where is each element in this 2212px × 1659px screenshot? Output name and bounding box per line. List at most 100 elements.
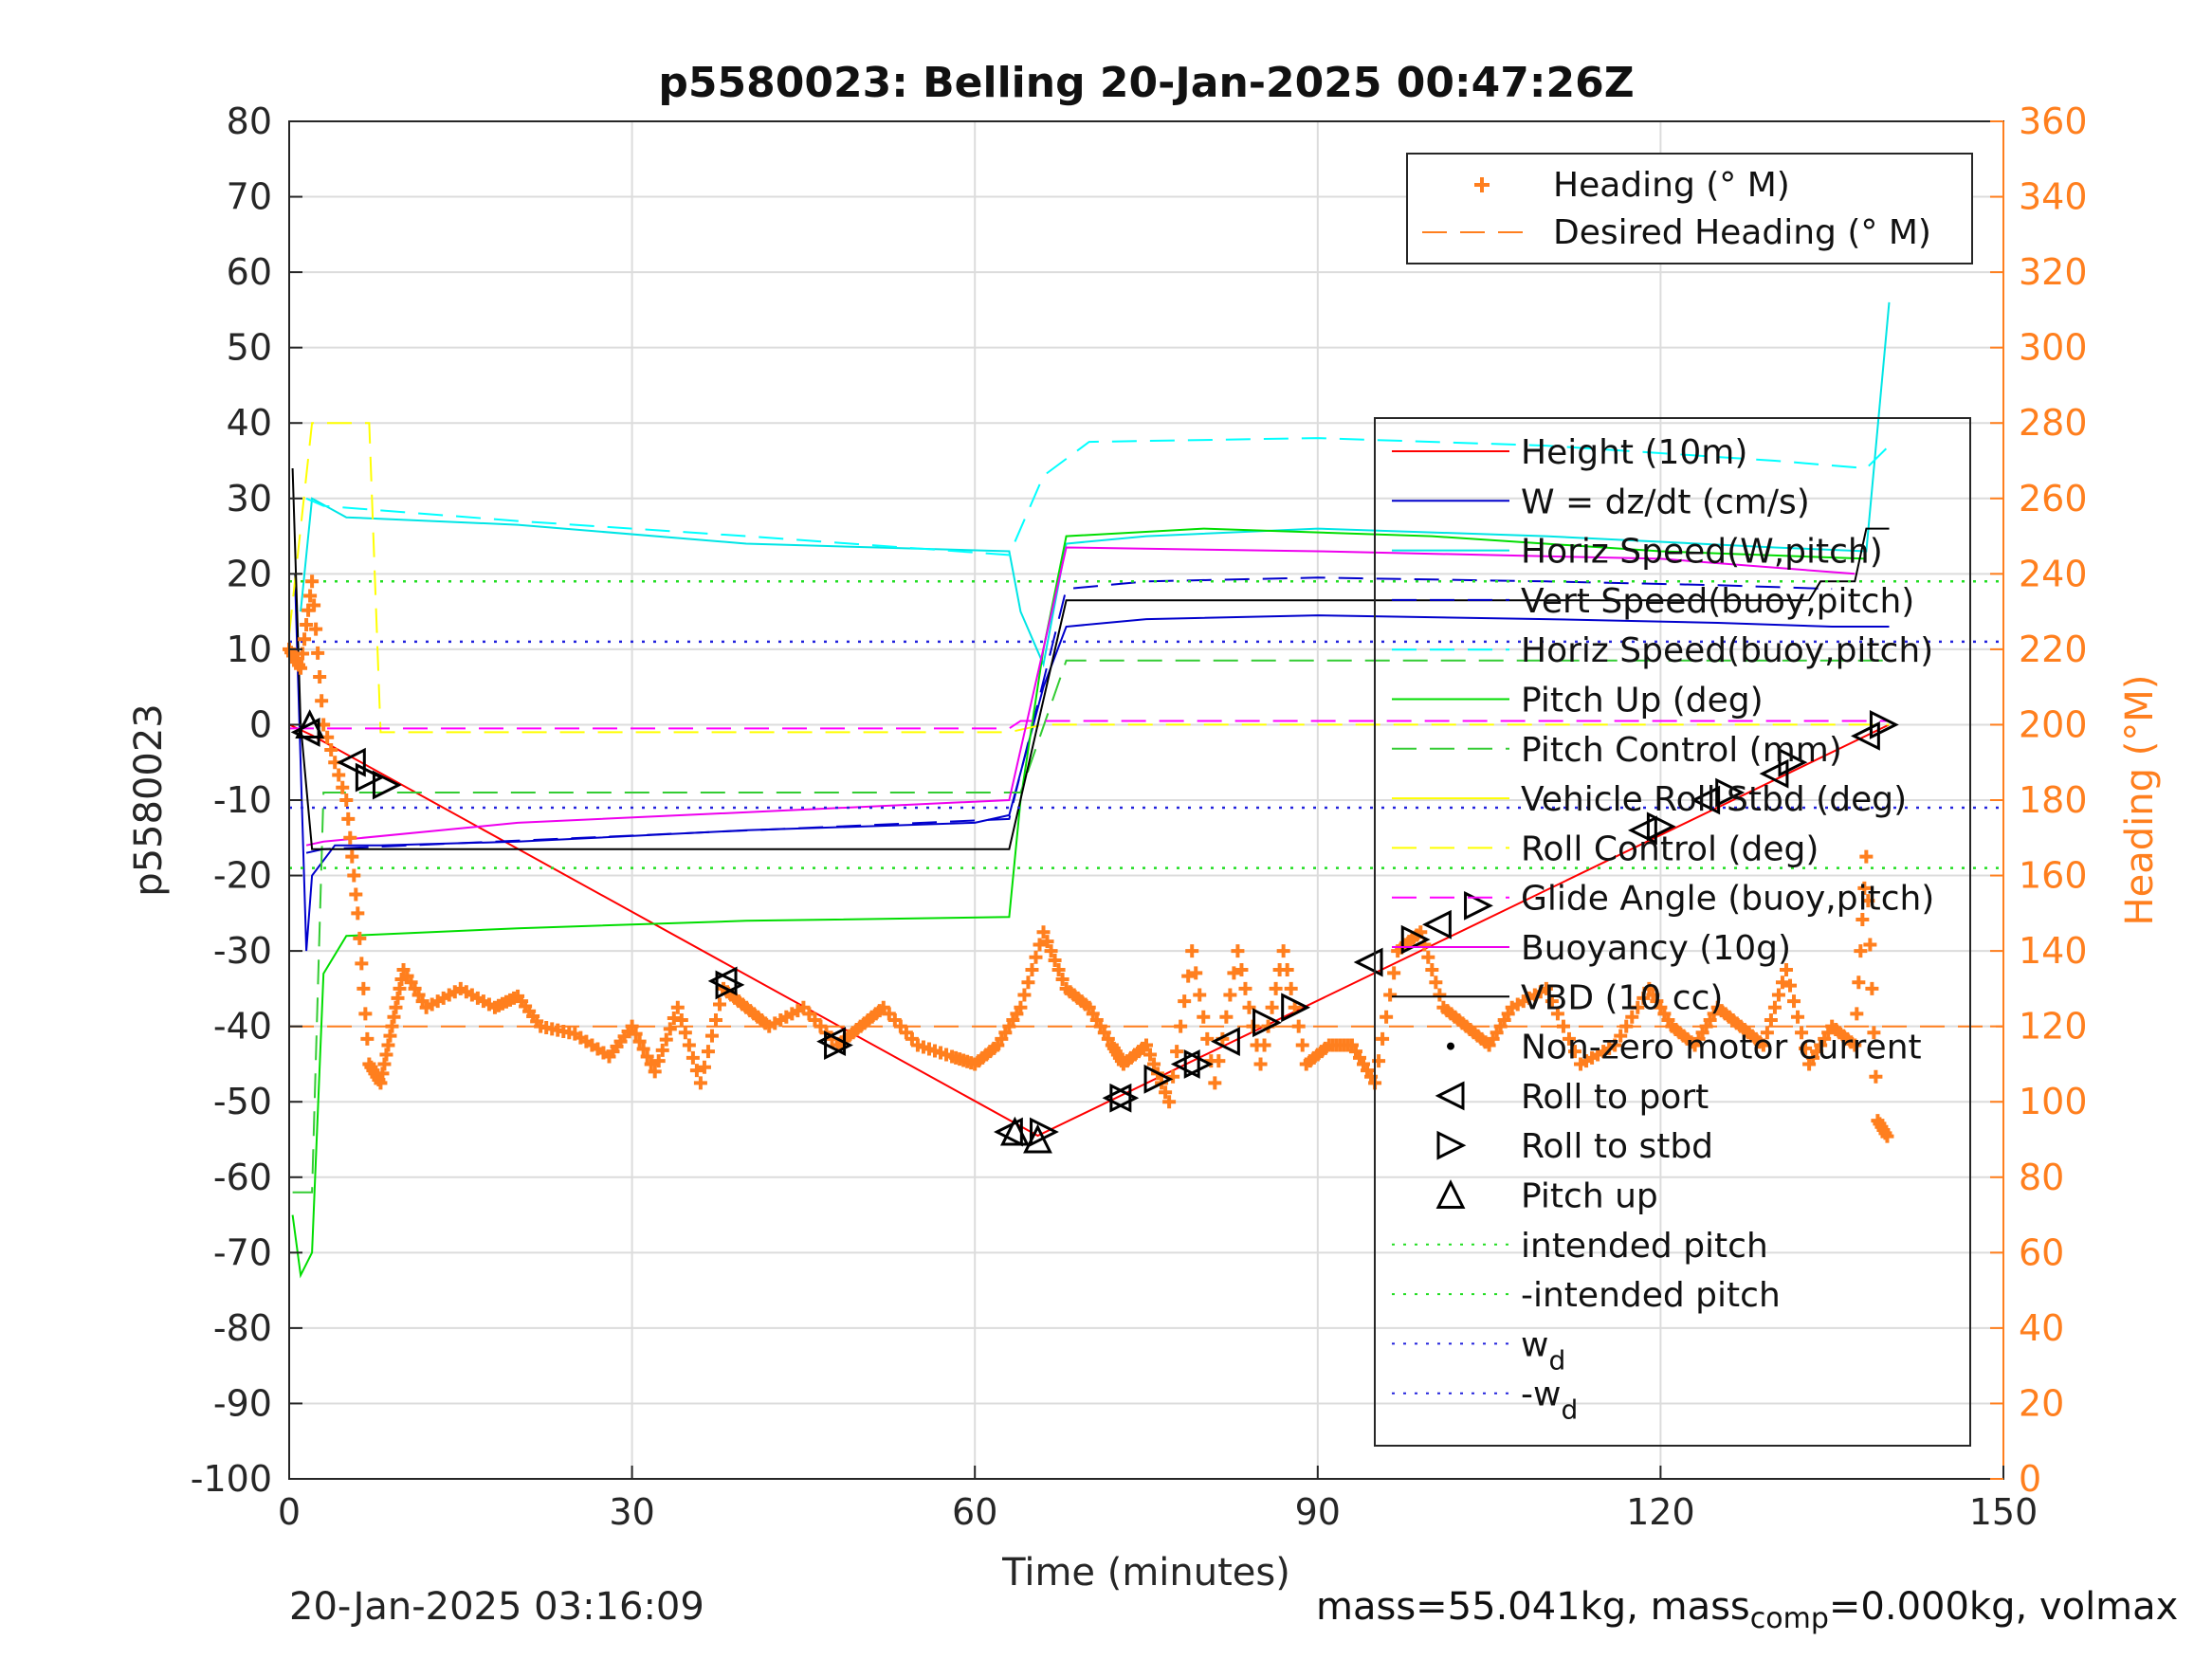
heading-point (339, 793, 354, 807)
heading-point (1147, 1057, 1161, 1071)
heading-point (689, 1064, 704, 1078)
legend-symbol-triangle (1435, 1081, 1465, 1111)
heading-point (305, 574, 320, 589)
y2-tick-label: 260 (2019, 478, 2088, 520)
heading-point (1257, 1038, 1271, 1052)
heading-point (1253, 1057, 1268, 1071)
heading-point (678, 1026, 692, 1040)
pitch-up-marker (295, 709, 325, 738)
heading-point (1383, 988, 1398, 1002)
series-glide-angle-buoy-pitch (289, 720, 1890, 730)
roll-to-port-marker (1759, 758, 1789, 789)
heading-point (1185, 944, 1199, 958)
roll-to-port-marker (1102, 1083, 1132, 1113)
legend-main-entry: Roll to port (1521, 1078, 1709, 1117)
heading-point (651, 1054, 666, 1068)
roll-to-port-marker (1422, 909, 1452, 939)
heading-point (383, 1029, 397, 1043)
heading-point (1014, 1000, 1028, 1014)
heading-point (1764, 1013, 1778, 1028)
heading-point (343, 830, 357, 845)
heading-point (1608, 1038, 1622, 1052)
series-layer (283, 301, 2003, 1279)
heading-point (1212, 1054, 1226, 1068)
heading-point (1865, 981, 1879, 995)
legend-main-entry: Pitch Up (deg) (1521, 682, 1764, 720)
roll-to-stbd-marker (1646, 811, 1676, 842)
heading-point (629, 1027, 643, 1041)
heading-point (1619, 1019, 1634, 1033)
roll-to-stbd-marker (1400, 924, 1431, 955)
heading-point (355, 957, 369, 971)
roll-to-stbd-marker (1109, 1083, 1140, 1113)
footer-mass: mass=55.041kg, masscomp=0.000kg, volmax (1316, 1585, 2178, 1635)
heading-point (1756, 1038, 1770, 1052)
roll-to-stbd-marker (1183, 1049, 1214, 1079)
heading-point (311, 646, 325, 660)
heading-point (1850, 1007, 1864, 1021)
y-tick-label: 60 (227, 251, 272, 293)
y2-tick-label: 0 (2019, 1458, 2041, 1500)
legend-main-entry: Glide Angle (buoy,pitch) (1521, 880, 1934, 919)
heading-point (1545, 994, 1559, 1009)
y2-tick-label: 240 (2019, 553, 2088, 594)
heading-point (1625, 1010, 1639, 1024)
heading-point (632, 1034, 647, 1048)
legend-main-entry: W = dz/dt (cm/s) (1521, 483, 1810, 521)
legend-main-entry: Height (10m) (1521, 433, 1747, 472)
series-horiz-speed-w-pitch (300, 301, 1891, 668)
heading-point (1048, 954, 1062, 968)
heading-point (296, 647, 310, 661)
heading-point (1017, 988, 1032, 1002)
legend-symbol-triangle (1435, 1179, 1466, 1209)
y2-tick-label: 80 (2019, 1157, 2064, 1198)
y2-tick-label: 140 (2019, 930, 2088, 972)
heading-point (1200, 1031, 1215, 1046)
heading-point (1775, 975, 1789, 990)
roll-to-stbd-marker (1143, 1064, 1174, 1094)
heading-point (1861, 894, 1875, 908)
roll-to-port-marker (1691, 785, 1721, 815)
heading-point (1869, 1069, 1883, 1084)
series-horiz-speed-buoy-pitch (305, 437, 1891, 556)
y-tick-label: 70 (227, 176, 272, 218)
series-w-dz-dt-cm-s (294, 574, 1890, 952)
heading-point (391, 991, 405, 1005)
heading-point (1631, 1000, 1645, 1014)
heading-point (360, 1031, 375, 1046)
heading-point (309, 622, 323, 636)
heading-point (708, 1013, 722, 1028)
legend-main-entry: VBD (10 cc) (1521, 978, 1723, 1017)
heading-point (336, 780, 350, 794)
heading-point (353, 931, 367, 945)
heading-point (659, 1032, 673, 1047)
heading-point (1421, 950, 1435, 964)
heading-point (347, 868, 361, 883)
heading-point (682, 1038, 696, 1052)
heading-point (341, 811, 356, 826)
heading-point (1771, 988, 1785, 1002)
marker-layer (290, 709, 1899, 1154)
y-tick-label: 30 (227, 478, 272, 520)
y-tick-label: -80 (213, 1307, 272, 1349)
y-tick-label: 10 (227, 629, 272, 670)
heading-point (307, 598, 321, 612)
heading-point (648, 1065, 662, 1079)
heading-point (1387, 966, 1401, 980)
series-vbd-10-cc (291, 467, 1890, 850)
heading-point (1791, 1010, 1805, 1024)
heading-point (1787, 994, 1801, 1009)
series-vert-speed-buoy-pitch (305, 576, 1833, 854)
heading-point (655, 1043, 669, 1057)
heading-point (1848, 1038, 1862, 1052)
heading-point (358, 1007, 373, 1021)
y-tick-label: 0 (249, 703, 272, 745)
heading-point (1280, 963, 1294, 976)
y-tick-label: -70 (213, 1231, 272, 1273)
y2-tick-label: 160 (2019, 855, 2088, 897)
footer-mass-rest: =0.000kg, volmax (1828, 1585, 2179, 1629)
roll-to-stbd-marker (1869, 710, 1899, 739)
legend-main-entry: Pitch up (1521, 1177, 1658, 1216)
legend-top-entry: Heading (° M) (1553, 166, 1790, 205)
y2-tick-label: 120 (2019, 1006, 2088, 1048)
